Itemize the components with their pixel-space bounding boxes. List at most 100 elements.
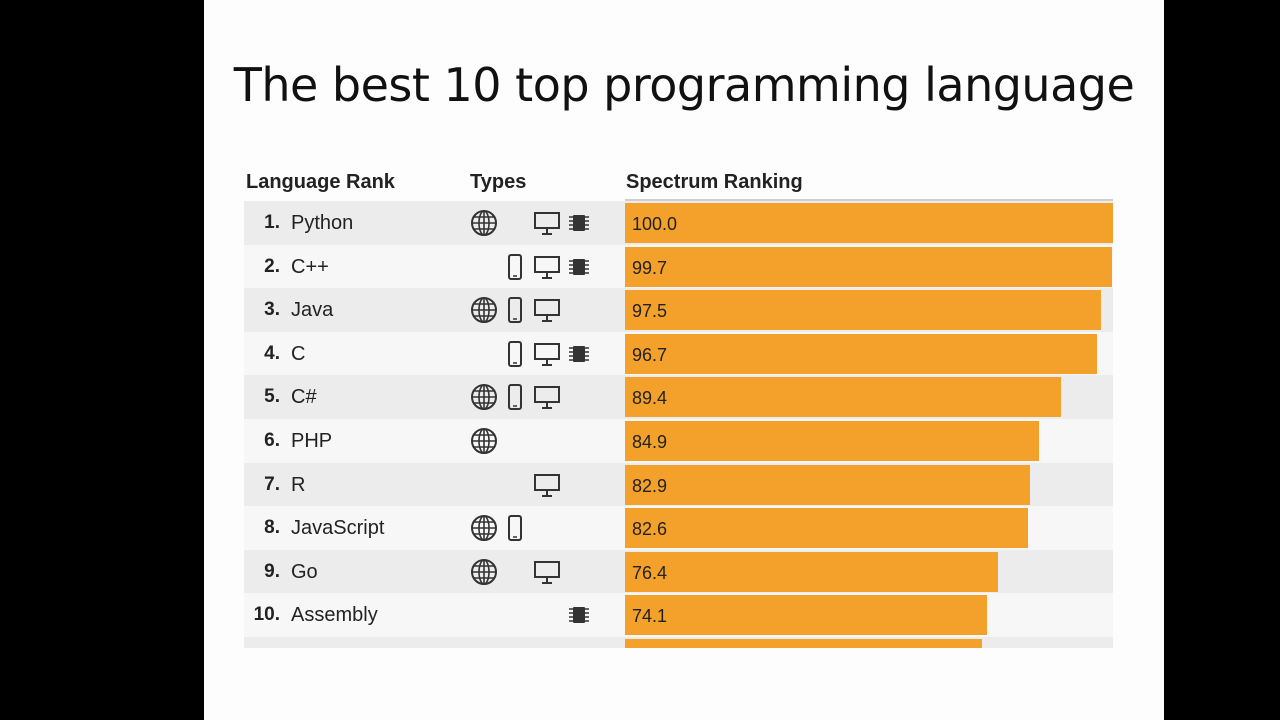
rank-label: 8.	[264, 517, 280, 539]
globe-icon	[471, 515, 497, 542]
ranking-table: 1. Python 100.0 2. C++ 99.7 3. Java 97.5 4. C 96.7 5…	[244, 201, 1113, 648]
page-title: The best 10 top programming language	[233, 58, 1135, 112]
language-label: R	[291, 473, 306, 496]
language-label: C#	[291, 386, 317, 409]
table-row: 5. C# 89.4	[244, 375, 1113, 419]
bar	[625, 595, 987, 636]
chip-icon	[569, 215, 589, 231]
slide: The best 10 top programming language Lan…	[204, 0, 1164, 720]
rank-label: 10.	[253, 604, 280, 626]
rank-label: 3.	[264, 299, 280, 321]
monitor-icon	[534, 299, 560, 323]
globe-icon	[471, 297, 497, 324]
phone-icon	[508, 340, 522, 367]
value-label: 96.7	[632, 344, 668, 365]
table-row: 4. C 96.7	[244, 331, 1113, 376]
bar	[625, 333, 1097, 374]
table-row: 8. JavaScript 82.6	[244, 506, 1113, 550]
value-label: 89.4	[632, 388, 668, 409]
table-row: 1. Python 100.0	[244, 201, 1113, 245]
bar-track: 97.5	[625, 290, 1113, 331]
rank-label: 2.	[264, 255, 280, 277]
language-label: Java	[291, 299, 334, 322]
header-divider	[625, 199, 1113, 201]
type-icons	[470, 296, 600, 324]
language-label: JavaScript	[291, 517, 385, 540]
bar-track: 82.9	[625, 464, 1113, 505]
globe-icon	[471, 558, 497, 585]
language-label: Python	[291, 212, 354, 234]
type-icons	[470, 209, 600, 237]
table-header: Language Rank Types Spectrum Ranking	[204, 168, 1164, 198]
phone-icon	[508, 253, 522, 280]
monitor-icon	[534, 560, 560, 584]
bar-track: 89.4	[625, 377, 1113, 418]
bar	[625, 464, 1030, 505]
table-row: 2. C++ 99.7	[244, 244, 1113, 289]
rank-label: 6.	[264, 430, 280, 451]
bar-track: 84.9	[625, 421, 1113, 461]
value-label: 99.7	[632, 257, 668, 278]
bar	[625, 639, 983, 648]
monitor-icon	[533, 645, 561, 648]
type-icons	[470, 471, 600, 499]
bar	[625, 290, 1101, 331]
monitor-icon	[534, 473, 560, 497]
phone-icon	[508, 515, 522, 542]
type-icons	[470, 383, 600, 411]
rank-label: 1.	[264, 212, 280, 233]
value-label: 82.6	[632, 519, 668, 540]
phone-icon	[508, 297, 522, 324]
bar	[625, 551, 998, 592]
monitor-icon	[534, 386, 560, 410]
monitor-icon	[534, 212, 560, 235]
type-icons	[470, 514, 600, 542]
bar	[625, 508, 1029, 549]
bar-track: 82.6	[625, 508, 1113, 549]
value-label: 100.0	[632, 214, 678, 234]
language-label: C++	[291, 255, 329, 278]
table-row-partial	[244, 637, 1113, 648]
type-icons	[470, 645, 600, 648]
monitor-icon	[534, 255, 560, 279]
language-label: PHP	[291, 430, 333, 452]
value-label: 84.9	[632, 432, 668, 452]
header-spectrum-ranking: Spectrum Ranking	[626, 171, 803, 193]
type-icons	[470, 558, 600, 586]
table-row: 10. Assembly 74.1	[244, 593, 1113, 637]
table-row: 9. Go 76.4	[244, 549, 1113, 594]
bar	[625, 377, 1062, 418]
value-label: 97.5	[632, 301, 668, 322]
bar-track: 99.7	[625, 246, 1113, 287]
chip-icon	[569, 345, 589, 362]
bar-track: 96.7	[625, 333, 1113, 374]
rank-label: 7.	[264, 473, 280, 495]
value-label: 76.4	[632, 562, 668, 583]
type-icons	[470, 253, 600, 281]
globe-icon	[471, 428, 497, 454]
bar	[625, 421, 1040, 461]
bar	[625, 203, 1113, 243]
value-label: 82.9	[632, 475, 668, 496]
chip-icon	[569, 607, 589, 624]
value-label: 74.1	[632, 606, 668, 627]
rank-label: 9.	[264, 560, 280, 582]
bar-track: 100.0	[625, 203, 1113, 243]
rank-label: 4.	[264, 342, 280, 364]
type-icons	[470, 601, 600, 629]
monitor-icon	[534, 342, 560, 366]
language-label: Go	[291, 560, 318, 583]
bar-track: 74.1	[625, 595, 1113, 636]
table-row: 7. R 82.9	[244, 462, 1113, 507]
globe-icon	[471, 384, 497, 411]
language-label: C	[291, 342, 306, 365]
globe-icon	[471, 210, 497, 236]
bar	[625, 246, 1112, 287]
type-icons	[470, 427, 600, 455]
bar-track: 76.4	[625, 551, 1113, 592]
bar-track	[625, 639, 1113, 648]
table-row: 6. PHP 84.9	[244, 419, 1113, 463]
phone-icon	[508, 384, 522, 411]
header-types: Types	[470, 171, 527, 193]
chip-icon	[569, 258, 589, 275]
